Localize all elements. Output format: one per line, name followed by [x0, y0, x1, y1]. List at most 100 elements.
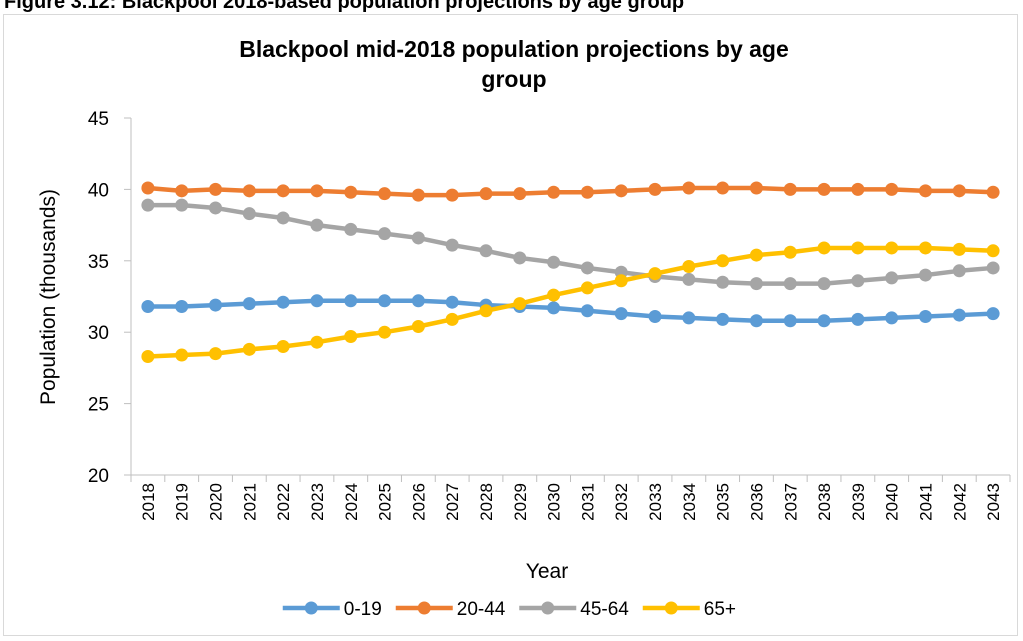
data-point — [682, 260, 696, 274]
legend-marker — [664, 601, 678, 615]
x-tick-label: 2043 — [984, 483, 1003, 521]
data-point — [749, 277, 763, 291]
data-point — [141, 349, 155, 363]
data-point — [918, 241, 932, 255]
data-point — [783, 245, 797, 259]
x-tick-label: 2026 — [409, 483, 428, 521]
data-point — [749, 181, 763, 195]
data-point — [513, 251, 527, 265]
data-point — [614, 274, 628, 288]
series-layer — [141, 181, 1000, 363]
data-point — [648, 309, 662, 323]
series-0-19 — [141, 294, 1000, 328]
data-point — [445, 295, 459, 309]
data-point — [682, 272, 696, 286]
data-point — [378, 294, 392, 308]
x-tick-label: 2023 — [308, 483, 327, 521]
chart-title-line-1: Blackpool mid-2018 population projection… — [239, 36, 789, 62]
x-tick-label: 2025 — [376, 483, 395, 521]
x-tick-label: 2033 — [646, 483, 665, 521]
data-point — [817, 241, 831, 255]
data-point — [344, 294, 358, 308]
x-tick-label: 2031 — [578, 483, 597, 521]
data-point — [445, 188, 459, 202]
y-tick-label: 45 — [88, 109, 109, 130]
data-point — [648, 182, 662, 196]
x-tick-label: 2035 — [714, 483, 733, 521]
data-point — [513, 297, 527, 311]
x-tick-label: 2037 — [781, 483, 800, 521]
data-point — [580, 185, 594, 199]
data-point — [242, 342, 256, 356]
legend-label: 0-19 — [344, 599, 382, 620]
data-point — [378, 187, 392, 201]
data-point — [851, 182, 865, 196]
chart-title-line-2: group — [481, 66, 546, 92]
x-tick-label: 2041 — [916, 483, 935, 521]
figure-caption: Figure 3.12: Blackpool 2018-based popula… — [4, 0, 685, 13]
data-point — [716, 254, 730, 268]
data-point — [209, 347, 223, 361]
data-point — [479, 187, 493, 201]
data-point — [310, 218, 324, 232]
data-point — [547, 288, 561, 302]
x-tick-label: 2036 — [747, 483, 766, 521]
data-point — [749, 314, 763, 328]
data-point — [918, 309, 932, 323]
data-point — [817, 182, 831, 196]
data-point — [986, 244, 1000, 258]
data-point — [580, 261, 594, 275]
x-tick-label: 2039 — [849, 483, 868, 521]
legend-item: 0-19 — [282, 599, 382, 620]
series-20-44 — [141, 181, 1000, 202]
data-point — [547, 185, 561, 199]
data-point — [986, 185, 1000, 199]
data-point — [209, 182, 223, 196]
data-point — [344, 222, 358, 236]
data-point — [310, 184, 324, 198]
x-tick-label: 2034 — [680, 483, 699, 521]
data-point — [175, 184, 189, 198]
data-point — [242, 297, 256, 311]
data-point — [411, 188, 425, 202]
y-tick-label: 30 — [88, 323, 109, 344]
data-point — [310, 294, 324, 308]
legend-label: 65+ — [704, 599, 736, 620]
data-point — [716, 181, 730, 195]
data-point — [344, 185, 358, 199]
data-point — [716, 312, 730, 326]
x-tick-label: 2020 — [207, 483, 226, 521]
x-tick-label: 2032 — [612, 483, 631, 521]
x-tick-label: 2018 — [139, 483, 158, 521]
data-point — [580, 281, 594, 295]
data-point — [276, 339, 290, 353]
data-point — [851, 312, 865, 326]
data-point — [378, 227, 392, 241]
data-point — [209, 201, 223, 215]
x-tick-label: 2021 — [240, 483, 259, 521]
x-tick-label: 2038 — [815, 483, 834, 521]
data-point — [141, 181, 155, 195]
x-tick-label: 2042 — [950, 483, 969, 521]
x-tick-label: 2030 — [545, 483, 564, 521]
data-point — [885, 311, 899, 325]
x-tick-label: 2027 — [443, 483, 462, 521]
data-point — [411, 294, 425, 308]
data-point — [445, 238, 459, 252]
y-axis: 20 25 30 35 40 45 — [88, 109, 132, 487]
data-point — [885, 241, 899, 255]
data-point — [918, 268, 932, 282]
line-chart: Blackpool mid-2018 population projection… — [37, 36, 1011, 620]
data-point — [513, 187, 527, 201]
data-point — [783, 182, 797, 196]
data-point — [242, 207, 256, 221]
data-point — [749, 248, 763, 262]
legend-item: 65+ — [642, 599, 736, 620]
data-point — [952, 264, 966, 278]
x-tick-label: 2019 — [173, 483, 192, 521]
legend-item: 20-44 — [395, 599, 506, 620]
data-point — [648, 267, 662, 281]
x-tick-label: 2028 — [477, 483, 496, 521]
data-point — [885, 271, 899, 285]
x-tick-label: 2024 — [342, 483, 361, 521]
